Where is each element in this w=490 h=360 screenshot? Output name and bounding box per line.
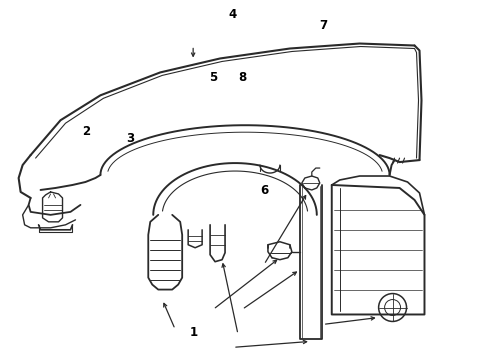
Text: 2: 2 xyxy=(82,125,90,138)
Text: 8: 8 xyxy=(239,71,246,84)
Text: 7: 7 xyxy=(319,19,327,32)
Text: 3: 3 xyxy=(126,132,134,145)
Text: 1: 1 xyxy=(190,326,198,339)
Text: 5: 5 xyxy=(209,71,218,84)
Text: 6: 6 xyxy=(260,184,269,197)
Text: 4: 4 xyxy=(229,8,237,21)
